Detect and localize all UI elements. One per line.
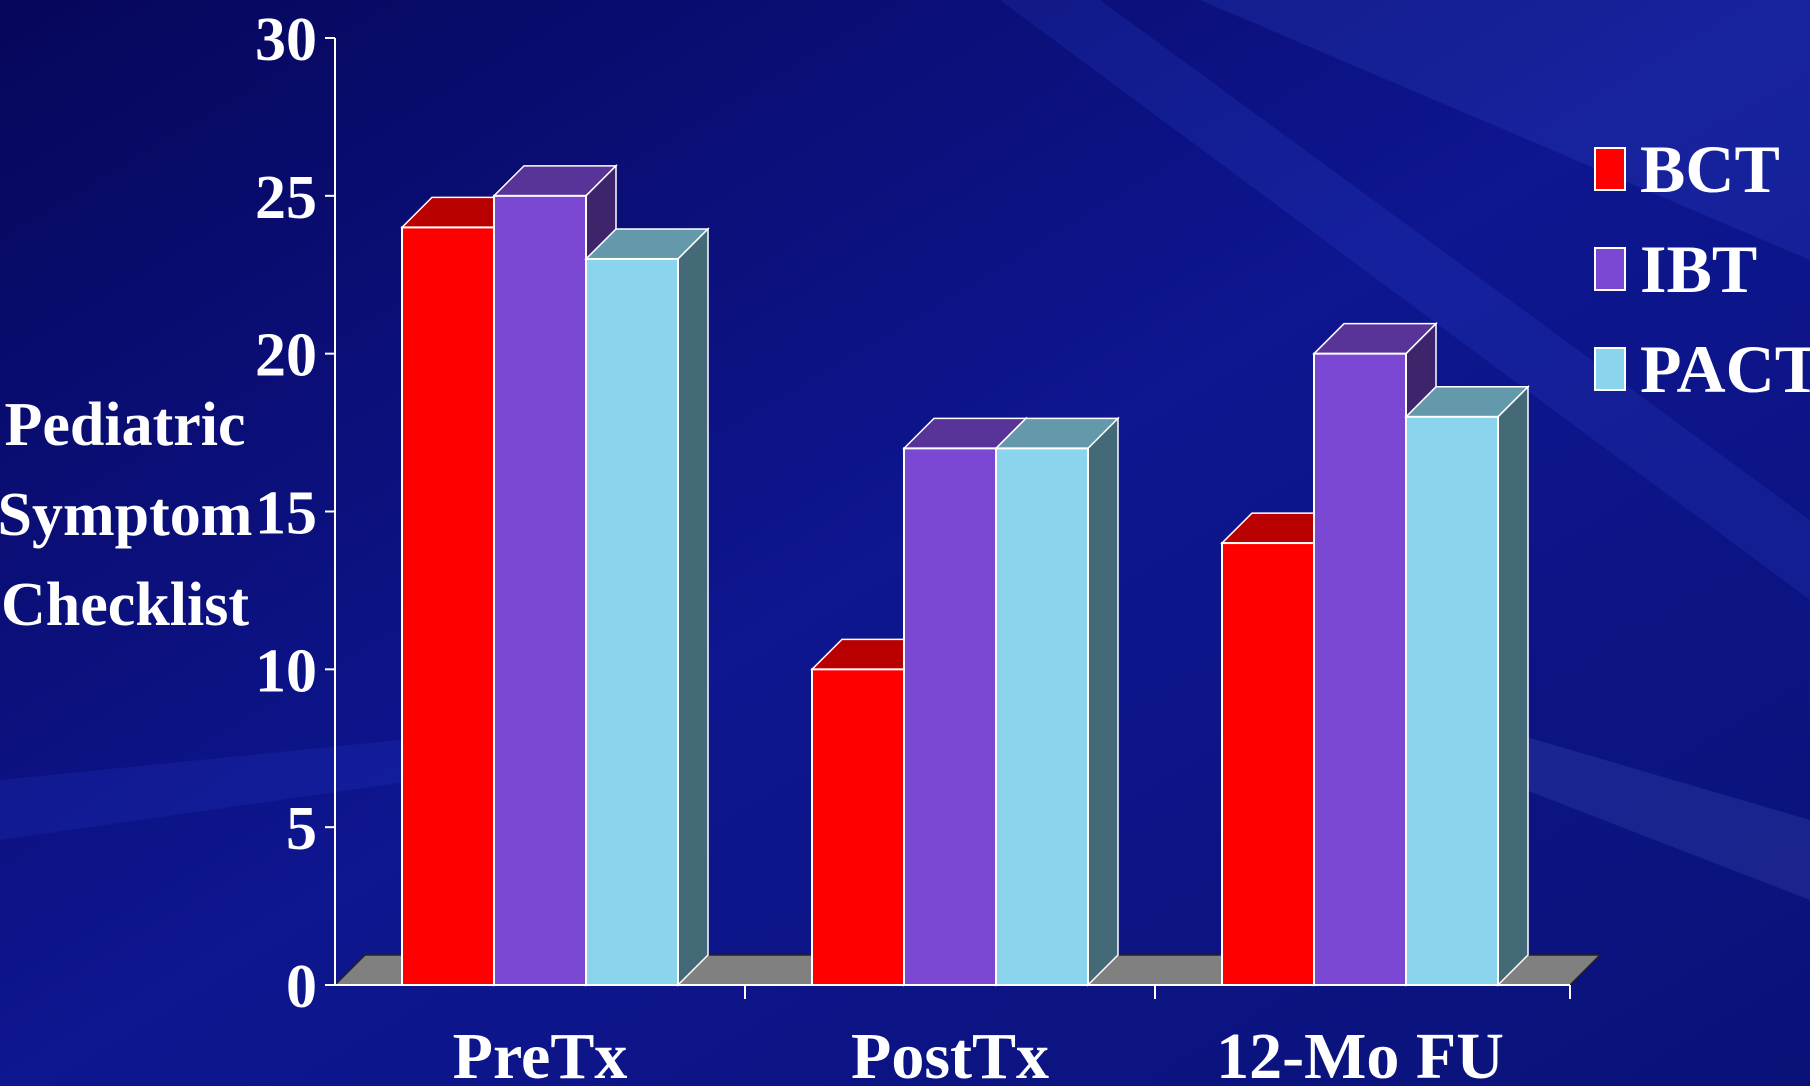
bar-front bbox=[585, 257, 679, 986]
bar-front bbox=[995, 447, 1089, 987]
y-tick-label: 30 bbox=[255, 6, 317, 74]
bar-front bbox=[811, 668, 905, 986]
x-category-label: PostTx bbox=[851, 1020, 1049, 1086]
legend: BCT IBT PACT bbox=[1594, 131, 1810, 407]
bar-pact-0 bbox=[584, 227, 710, 987]
category-labels: PreTx PostTx 12-Mo FU bbox=[453, 1020, 1504, 1086]
y-axis-label-line: Symptom bbox=[0, 481, 252, 549]
bar-front bbox=[903, 447, 997, 987]
y-tick-label: 25 bbox=[255, 164, 317, 232]
legend-swatch-bct bbox=[1594, 147, 1626, 191]
bar-side bbox=[1087, 416, 1119, 987]
x-category-label: 12-Mo FU bbox=[1216, 1020, 1504, 1086]
legend-swatch-pact bbox=[1594, 347, 1626, 391]
bar-front bbox=[1313, 352, 1407, 986]
x-category-label: PreTx bbox=[453, 1020, 628, 1086]
legend-swatch-ibt bbox=[1594, 247, 1626, 291]
y-tick-label: 15 bbox=[255, 480, 317, 548]
bar-front bbox=[493, 194, 587, 987]
bar-front bbox=[1405, 415, 1499, 986]
bars bbox=[400, 164, 1530, 987]
legend-label-bct: BCT bbox=[1640, 131, 1780, 207]
legend-label-ibt: IBT bbox=[1640, 231, 1757, 307]
y-tick-label: 5 bbox=[286, 795, 317, 863]
bar-front bbox=[401, 226, 495, 986]
legend-label-pact: PACT bbox=[1640, 331, 1810, 407]
y-axis-label-line: Pediatric bbox=[4, 391, 245, 459]
bar-front bbox=[1221, 542, 1315, 986]
bar-pact-1 bbox=[994, 416, 1120, 987]
bar-pact-2 bbox=[1404, 384, 1530, 987]
y-tick-label: 0 bbox=[286, 953, 317, 1021]
y-tick-label: 20 bbox=[255, 322, 317, 390]
bar-side bbox=[677, 227, 709, 987]
y-tick-label: 10 bbox=[255, 637, 317, 705]
y-axis-label-line: Checklist bbox=[1, 571, 249, 639]
bar-side bbox=[1497, 384, 1529, 987]
y-axis-label: Pediatric Symptom Checklist bbox=[0, 391, 252, 639]
